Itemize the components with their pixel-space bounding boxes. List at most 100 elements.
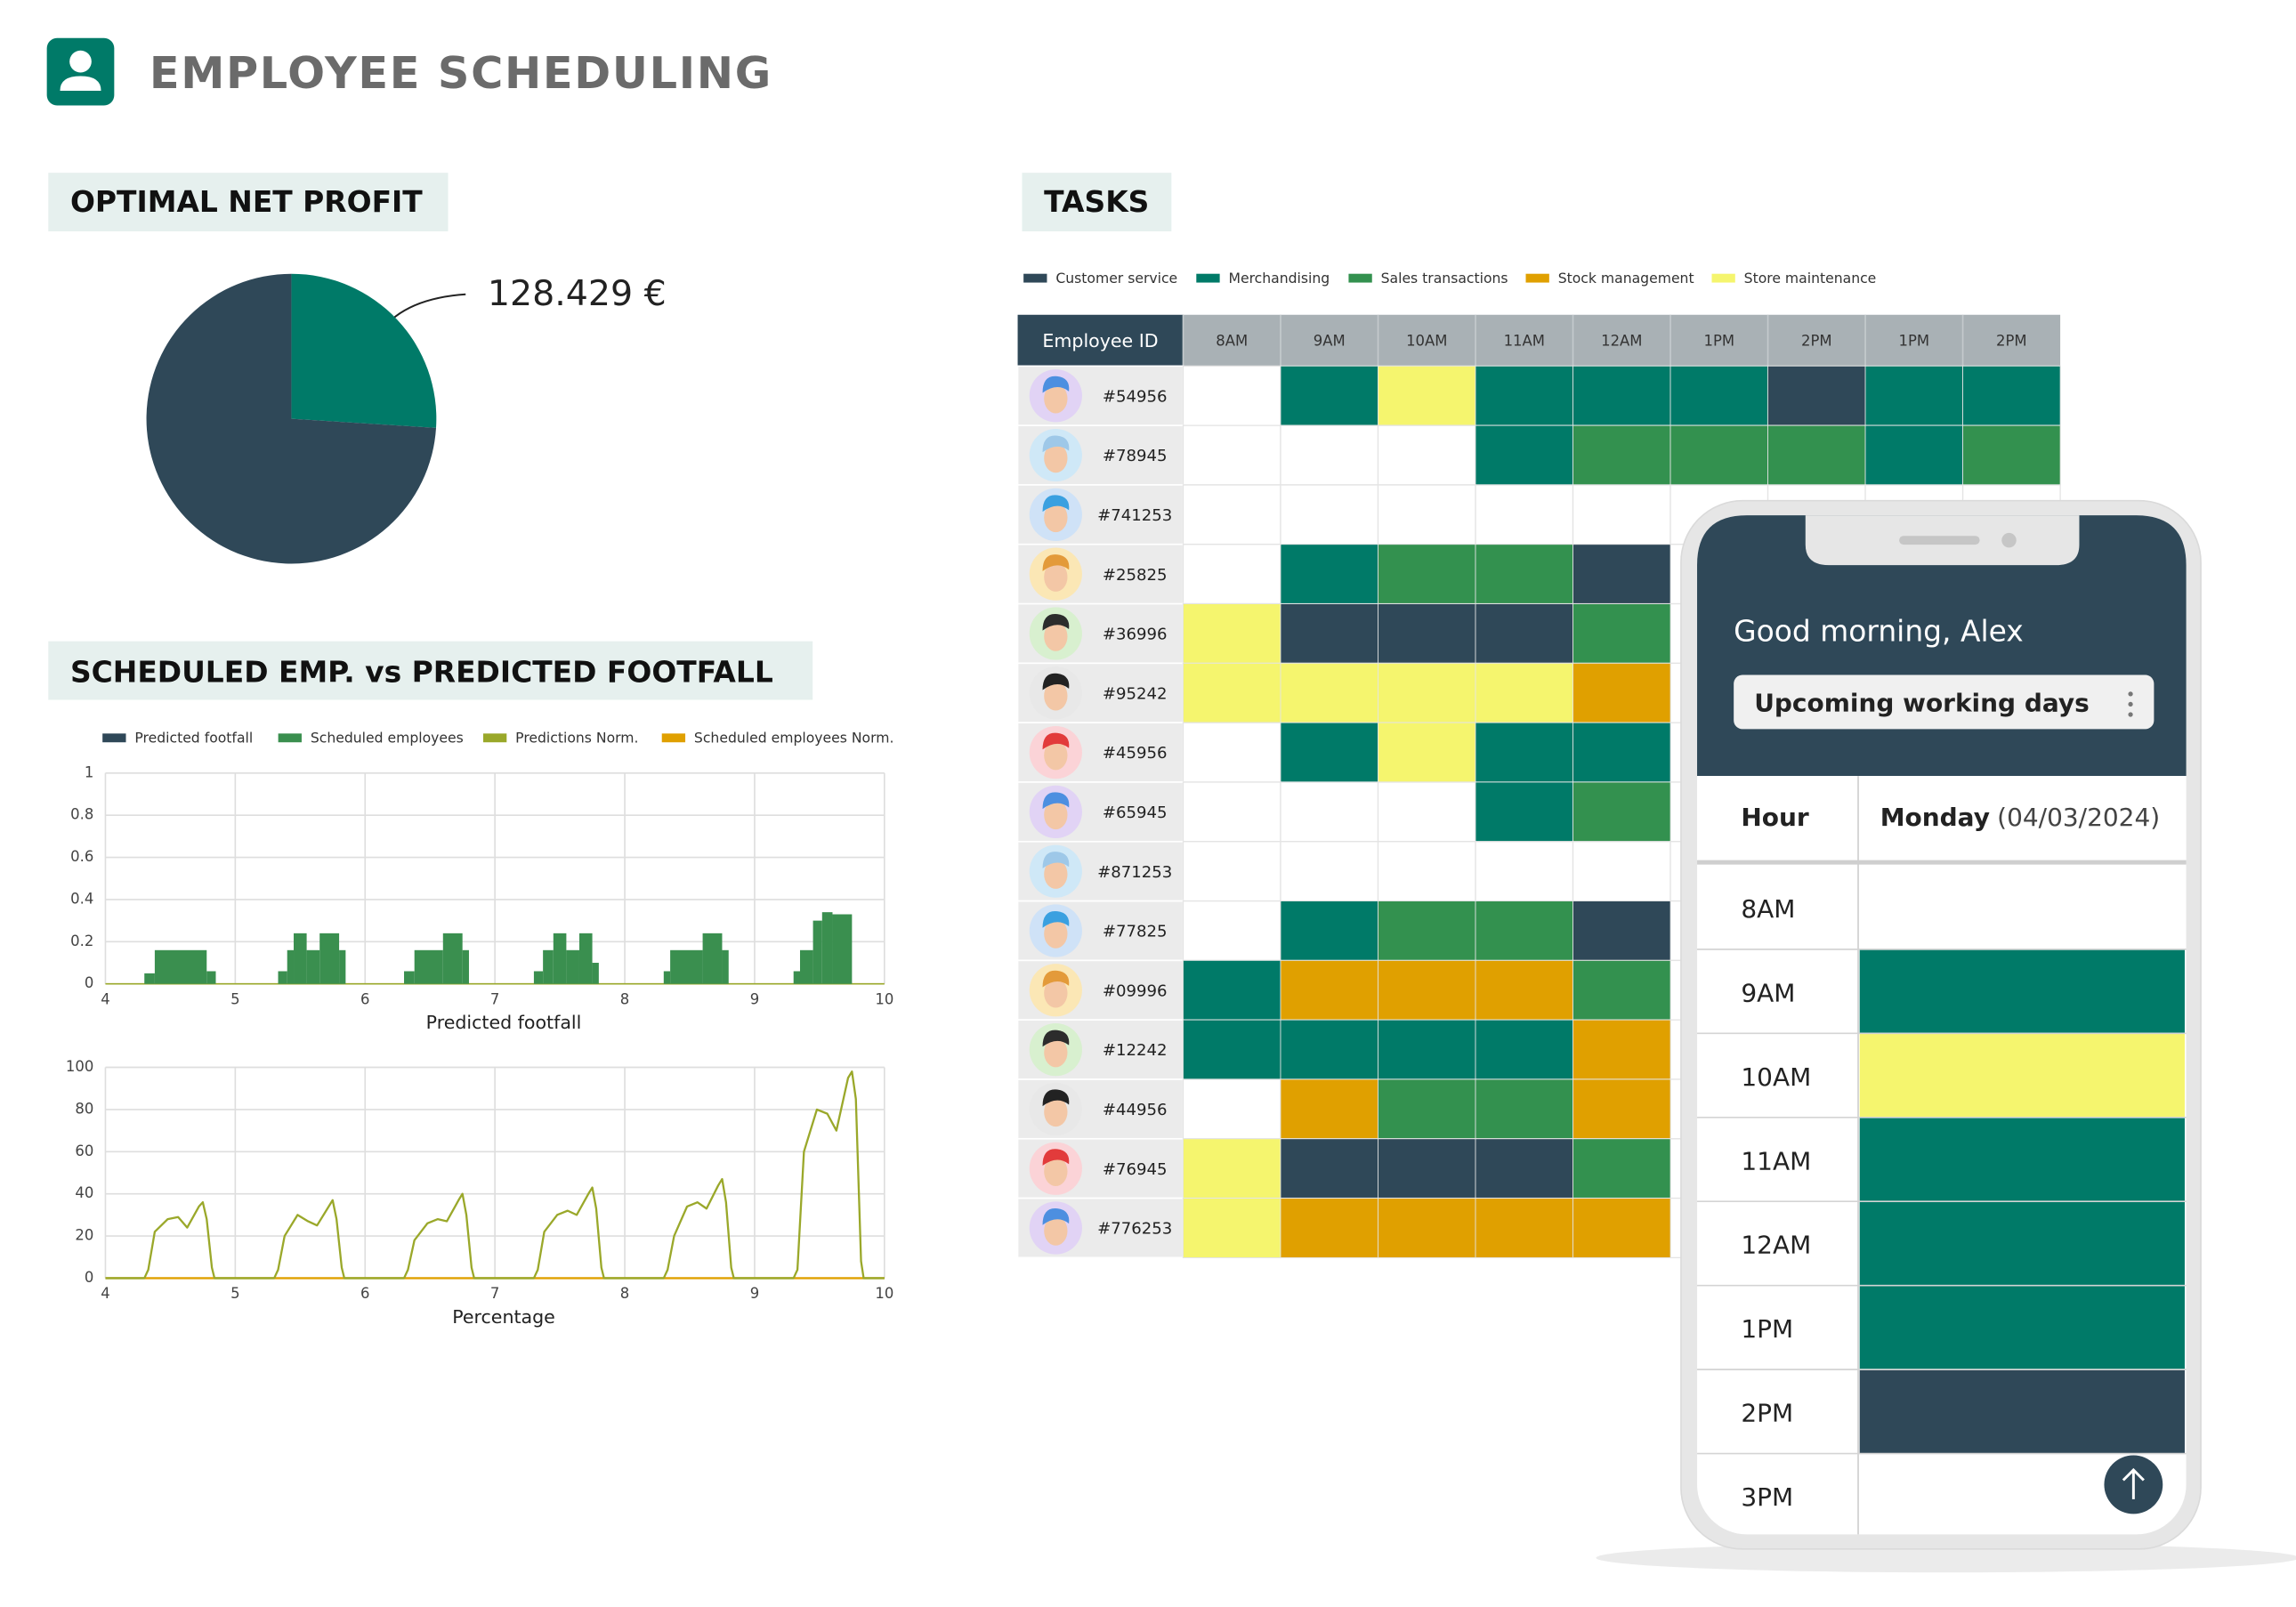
bar [404,971,415,984]
task-cell [1280,662,1378,723]
hour-label: 8AM [1216,333,1248,350]
task-cell [1183,603,1281,664]
y-tick-label: 0 [85,974,93,991]
bar [566,949,579,984]
legend-swatch [482,733,507,743]
empty-cell [1280,841,1379,902]
empty-cell [1475,484,1574,545]
day-name: Monday [1880,803,1990,832]
task-cell [1572,1019,1671,1080]
task-cell [1378,1019,1476,1080]
schedule-cell [1859,949,2185,1034]
task-cell [1572,959,1671,1021]
avatar-hair [1042,970,1070,988]
section-label-bg [48,641,813,700]
employee-id: #25825 [1103,566,1168,585]
bar [462,949,469,984]
schedule-cell [1859,1201,2185,1286]
x-tick-label: 8 [620,990,629,1007]
employee-id: #12242 [1103,1041,1168,1060]
empty-cell [1377,841,1476,902]
task-cell [1280,544,1378,604]
employee-id: #45956 [1103,744,1168,763]
y-tick-label: 100 [66,1058,93,1075]
legend-label: Stock management [1558,270,1694,287]
schedule-cell [1859,1033,2185,1118]
legend-swatch [1711,273,1735,283]
line-series [105,1070,885,1280]
empty-cell [1182,722,1281,783]
task-cell [1572,603,1671,664]
avatar-face [1044,1038,1068,1068]
employee-id: #78945 [1103,447,1168,465]
task-cell [1183,959,1281,1021]
employee-id: #95242 [1103,684,1168,703]
pie-slice [291,273,437,428]
task-cell [1378,1198,1476,1258]
hour-row-label: 12AM [1741,1231,1811,1260]
task-cell [1962,365,2061,426]
bar [533,971,544,984]
avatar-hair [1042,1207,1070,1225]
empty-cell [1377,484,1476,545]
hour-row-label: 1PM [1741,1314,1793,1344]
employee-id: #09996 [1103,981,1168,1000]
task-cell [1767,424,1866,486]
task-cell [1572,1198,1671,1258]
bar [553,933,567,984]
section-title: SCHEDULED EMP. vs PREDICTED FOOTFALL [70,654,773,689]
empty-cell [1377,424,1476,486]
empty-cell [1182,841,1281,902]
empty-cell [1280,424,1379,486]
employee-id: #77825 [1103,923,1168,941]
task-cell [1572,544,1671,604]
legend-label: Scheduled employees Norm. [694,730,894,747]
menu-dot [2128,701,2133,707]
avatar-face [1044,918,1068,949]
avatar-face [1044,978,1068,1008]
avatar-hair [1042,1030,1070,1047]
task-cell [1669,424,1768,486]
task-cell [1572,424,1671,486]
task-cell [1475,365,1573,426]
dropdown[interactable] [1734,674,2155,730]
empty-cell [1182,781,1281,843]
empty-cell [1280,484,1379,545]
schedule-cell [1859,1117,2185,1202]
legend-label: Predictions Norm. [515,730,638,747]
icon-head [69,50,92,73]
task-cell [1669,365,1768,426]
task-cell [1572,1138,1671,1199]
avatar-hair [1042,376,1070,393]
phone-camera [2001,532,2017,548]
task-cell [1475,1078,1573,1140]
task-cell [1378,1138,1476,1199]
hour-label: 12AM [1601,333,1642,350]
avatar-face [1044,384,1068,414]
task-cell [1767,365,1866,426]
avatar-hair [1042,910,1070,928]
empty-cell [1182,424,1281,486]
hour-label: 11AM [1504,333,1545,350]
hour-label: 10AM [1406,333,1447,350]
task-cell [1572,722,1671,783]
y-tick-label: 40 [75,1184,93,1201]
x-tick-label: 5 [230,990,239,1007]
employee-id: #76945 [1103,1160,1168,1179]
section-label-bg [48,173,449,231]
x-tick-label: 10 [875,1285,893,1302]
bar [144,973,155,984]
y-tick-label: 0.6 [70,848,93,865]
legend-swatch [1525,273,1549,283]
avatar-face [1044,562,1068,592]
avatar-hair [1042,435,1070,453]
empty-cell [1182,1078,1281,1140]
task-cell [1475,662,1573,723]
phone-shadow [1596,1543,2296,1573]
task-cell [1280,1019,1378,1080]
legend-label: Customer service [1055,270,1177,287]
avatar-hair [1042,554,1070,571]
employee-id: #36996 [1103,626,1168,644]
task-cell [1864,424,1963,486]
